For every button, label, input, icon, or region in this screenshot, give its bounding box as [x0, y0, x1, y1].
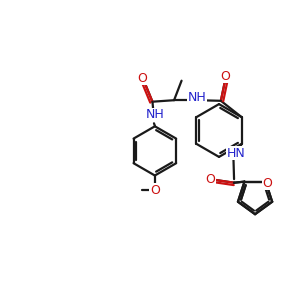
Text: O: O — [262, 177, 272, 190]
Text: O: O — [206, 172, 216, 186]
Text: NH: NH — [188, 91, 207, 104]
Text: O: O — [138, 72, 148, 85]
Text: O: O — [150, 184, 160, 197]
Text: HN: HN — [226, 147, 245, 160]
Text: O: O — [220, 70, 230, 83]
Text: NH: NH — [146, 108, 165, 122]
